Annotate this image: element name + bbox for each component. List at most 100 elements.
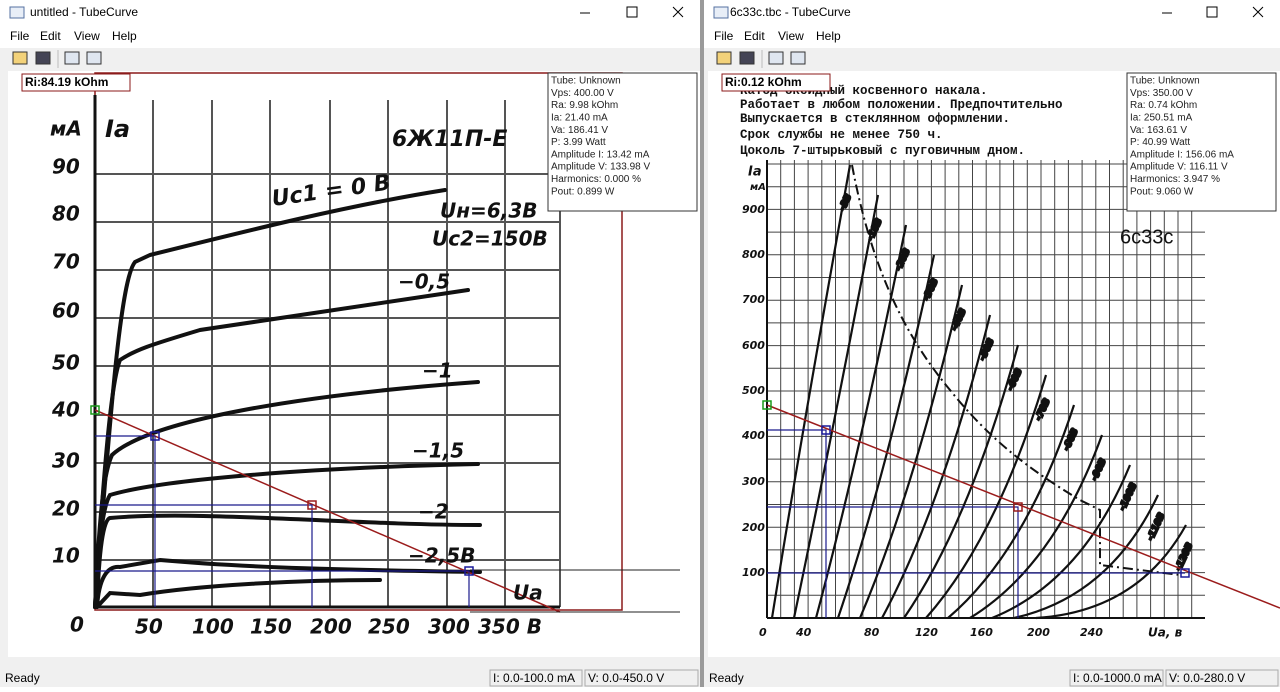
app-icon xyxy=(713,6,729,19)
info-line: Ia: 250.51 mA xyxy=(1130,113,1193,124)
scan-x-tick: 120 xyxy=(915,626,938,639)
tube-curve xyxy=(792,194,880,619)
info-line: Va: 163.61 V xyxy=(1130,125,1187,136)
scan-x-tick: 50 xyxy=(135,615,163,639)
tube-curve xyxy=(858,284,964,619)
scan-unit: мА xyxy=(50,117,82,141)
scan-y-tick: 50 xyxy=(52,351,80,375)
info-line: Tube: Unknown xyxy=(551,76,621,87)
scan-note: −0,5 xyxy=(398,270,450,294)
scan-y-tick: 20 xyxy=(52,497,80,521)
scan-y-tick: 600 xyxy=(742,339,765,352)
menu-item[interactable]: Help xyxy=(816,29,841,43)
close-button[interactable] xyxy=(672,6,684,18)
scan-x-tick: 250 xyxy=(368,615,410,639)
info-line: Amplitude I: 13.42 mA xyxy=(551,149,650,160)
info-box xyxy=(547,72,698,212)
scan-y-tick: 300 xyxy=(742,475,765,488)
menu-item[interactable]: View xyxy=(74,29,100,43)
menu-item[interactable]: File xyxy=(714,29,734,43)
maximize-button[interactable] xyxy=(626,6,638,18)
status-voltage: V: 0.0-450.0 V xyxy=(588,671,664,685)
scan-x-tick: 160 xyxy=(970,626,993,639)
menu-item[interactable]: Edit xyxy=(40,29,61,43)
window-divider xyxy=(700,0,704,687)
info-line: Amplitude V: 116.11 V xyxy=(1130,162,1228,173)
toolbar-button[interactable] xyxy=(86,51,102,65)
toolbar-button[interactable] xyxy=(64,51,80,65)
scan-x-tick: 240 xyxy=(1080,626,1103,639)
menu-item[interactable]: File xyxy=(10,29,30,43)
scan-note: −1 xyxy=(422,359,453,383)
tube-curve xyxy=(991,464,1132,620)
scan-note: −2 xyxy=(418,500,449,524)
toolbar xyxy=(704,48,1280,71)
scan-x-tick: 0 xyxy=(759,626,767,639)
scan-unit: мА xyxy=(750,182,766,193)
scan-y-tick: 80 xyxy=(52,202,80,226)
info-line: Tube: Unknown xyxy=(1130,76,1200,87)
scan-x-tick: 100 xyxy=(192,615,234,639)
scan-xlabel: Uа, в xyxy=(1148,626,1183,640)
menu-item[interactable]: Edit xyxy=(744,29,765,43)
ri-value: Ri:0.12 kOhm xyxy=(725,75,802,89)
scan-x-tick: 350 В xyxy=(478,615,542,639)
info-line: Vps: 400.00 V xyxy=(551,88,614,99)
status-pane xyxy=(1069,669,1164,687)
menu-item[interactable]: Help xyxy=(112,29,137,43)
menu-item[interactable]: View xyxy=(778,29,804,43)
scan-axis-label: Iа xyxy=(105,115,130,143)
toolbar-button[interactable] xyxy=(12,51,28,65)
tube-curves xyxy=(93,188,482,609)
tube-curve xyxy=(903,344,1020,619)
close-button[interactable] xyxy=(1252,6,1264,18)
info-line: Ra: 0.74 kOhm xyxy=(1130,100,1197,111)
window-title: untitled - TubeCurve xyxy=(30,5,138,19)
ri-value: Ri:84.19 kOhm xyxy=(25,75,108,89)
info-line: Harmonics: 0.000 % xyxy=(551,174,641,185)
toolbar-button[interactable] xyxy=(790,51,806,65)
frame xyxy=(0,657,700,668)
scan-y-tick: 700 xyxy=(742,293,765,306)
status-pane xyxy=(1165,669,1279,687)
scan-note: Uc2=150B xyxy=(432,227,548,251)
scan-note: Uн=6,3B xyxy=(440,199,538,223)
info-line: Va: 186.41 V xyxy=(551,125,608,136)
scan-y-tick: 500 xyxy=(742,384,765,397)
toolbar xyxy=(0,48,700,71)
ri-box xyxy=(21,73,131,92)
scan-note: −1,5 xyxy=(412,439,464,463)
toolbar-button[interactable] xyxy=(768,51,784,65)
info-line: Ia: 21.40 mA xyxy=(551,113,608,124)
tube-curve xyxy=(1013,494,1159,620)
tube-curve xyxy=(925,374,1048,619)
scan-y-tick: 40 xyxy=(51,398,80,422)
frame xyxy=(0,71,8,667)
scan-y-tick: 90 xyxy=(52,155,80,179)
scan-x-tick: 200 xyxy=(310,615,352,639)
info-line: P: 3.99 Watt xyxy=(551,137,606,148)
scan-note: −2,5B xyxy=(408,544,475,568)
app-icon xyxy=(9,6,25,19)
frame xyxy=(704,71,708,667)
scan-text: Работает в любом положении. Предпочтител… xyxy=(740,97,1063,112)
scan-axis-label: Iа xyxy=(748,165,762,180)
info-line: Vps: 350.00 V xyxy=(1130,88,1193,99)
info-line: Pout: 0.899 W xyxy=(551,186,615,197)
window-title: 6c33c.tbc - TubeCurve xyxy=(730,5,851,19)
scan-y-tick: 10 xyxy=(52,544,80,568)
scan-y-tick: 100 xyxy=(742,566,765,579)
status-ready: Ready xyxy=(5,671,40,685)
info-box xyxy=(1126,72,1277,212)
scan-x-tick: 300 xyxy=(428,615,470,639)
tube-curve xyxy=(1035,524,1187,620)
toolbar-button[interactable] xyxy=(716,51,732,65)
tube-curve xyxy=(969,434,1104,619)
scan-y-tick: 800 xyxy=(742,248,765,261)
status-pane xyxy=(489,669,583,687)
toolbar-button[interactable] xyxy=(739,51,755,65)
maximize-button[interactable] xyxy=(1206,6,1218,18)
toolbar-button[interactable] xyxy=(35,51,51,65)
